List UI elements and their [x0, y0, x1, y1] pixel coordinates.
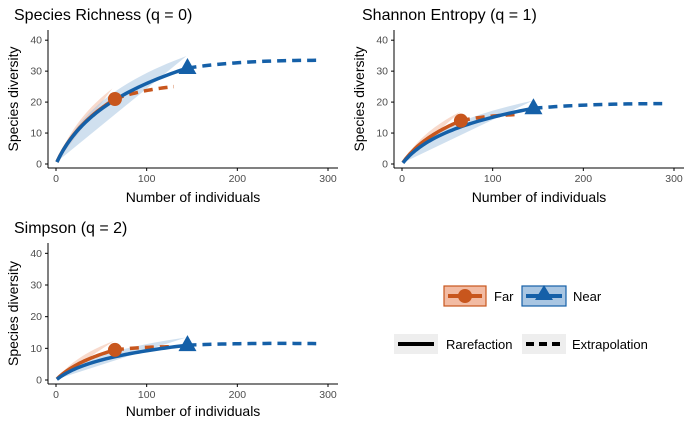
observed-point-far — [453, 113, 468, 128]
y-tick-label: 40 — [376, 35, 388, 47]
y-tick-label: 30 — [376, 66, 388, 78]
x-tick-label: 300 — [319, 173, 337, 185]
x-tick-label: 100 — [138, 389, 156, 401]
legend-key-extrapolation — [522, 334, 566, 354]
extrapolation-line-near — [187, 58, 317, 70]
panel-3: Simpson (q = 2) 0 10 20 30 40 0 100 200 300 Number… — [5, 220, 338, 419]
observed-point-near — [178, 335, 197, 352]
observed-point-near — [524, 98, 543, 115]
y-tick-label: 0 — [36, 375, 42, 387]
x-tick-label: 200 — [229, 389, 247, 401]
y-tick-label: 0 — [382, 159, 388, 171]
x-tick-label: 100 — [138, 173, 156, 185]
y-tick-label: 10 — [30, 343, 42, 355]
legend-label-near: Near — [573, 289, 602, 304]
x-tick-label: 300 — [319, 389, 337, 401]
rarefaction-line-near — [55, 66, 189, 163]
x-tick-label: 0 — [53, 389, 59, 401]
observed-point-far — [107, 342, 122, 357]
observed-point-far — [107, 92, 122, 106]
legend-label-extrapolation: Extrapolation — [572, 337, 648, 352]
extrapolation-line-far — [114, 84, 175, 101]
confidence-band-far — [402, 111, 461, 163]
x-axis-label: Number of individuals — [126, 403, 261, 419]
confidence-band-near — [56, 337, 187, 380]
y-tick-label: 10 — [30, 128, 42, 140]
panel-title: Species Richness (q = 0) — [14, 7, 192, 24]
confidence-band-near — [56, 56, 187, 162]
legend-key-far — [443, 285, 487, 307]
x-tick-label: 100 — [484, 173, 502, 185]
panel-title: Shannon Entropy (q = 1) — [362, 7, 537, 24]
x-axis-label: Number of individuals — [126, 189, 261, 205]
extrapolation-line-near — [187, 341, 317, 347]
observed-point-near — [178, 58, 197, 75]
y-tick-label: 40 — [30, 248, 42, 260]
legend-key-rarefaction — [394, 334, 438, 354]
x-tick-label: 0 — [399, 173, 405, 185]
rarefaction-line-near — [401, 106, 534, 165]
extrapolation-line-near — [533, 101, 663, 111]
legend-label-far: Far — [494, 289, 514, 304]
y-tick-label: 20 — [30, 97, 42, 109]
y-tick-label: 30 — [30, 280, 42, 292]
y-axis-label: Species diversity — [5, 46, 21, 151]
rarefaction-line-near — [55, 343, 188, 381]
legend: Far Near Rarefaction Extrapolation — [394, 285, 648, 354]
legend-key-near — [521, 285, 567, 307]
y-tick-label: 10 — [376, 128, 388, 140]
x-tick-label: 200 — [229, 173, 247, 185]
panel-1: Species Richness (q = 0) 0 10 20 30 40 0 100 200… — [5, 7, 338, 205]
legend-label-rarefaction: Rarefaction — [446, 337, 512, 352]
y-axis-label: Species diversity — [351, 46, 367, 151]
y-tick-label: 30 — [30, 66, 42, 78]
panel-title: Simpson (q = 2) — [14, 220, 127, 237]
x-tick-label: 200 — [575, 173, 593, 185]
y-tick-label: 40 — [30, 35, 42, 47]
y-tick-label: 0 — [36, 159, 42, 171]
x-tick-label: 0 — [53, 173, 59, 185]
x-tick-label: 300 — [665, 173, 683, 185]
y-axis-label: Species diversity — [5, 261, 21, 366]
y-tick-label: 20 — [376, 97, 388, 109]
panel-2: Shannon Entropy (q = 1) 0 10 20 30 40 0 100 200 3… — [351, 7, 684, 205]
rarefaction-line-far — [55, 348, 116, 381]
x-axis-label: Number of individuals — [472, 189, 607, 205]
confidence-band-near — [402, 100, 533, 163]
y-tick-label: 20 — [30, 311, 42, 323]
